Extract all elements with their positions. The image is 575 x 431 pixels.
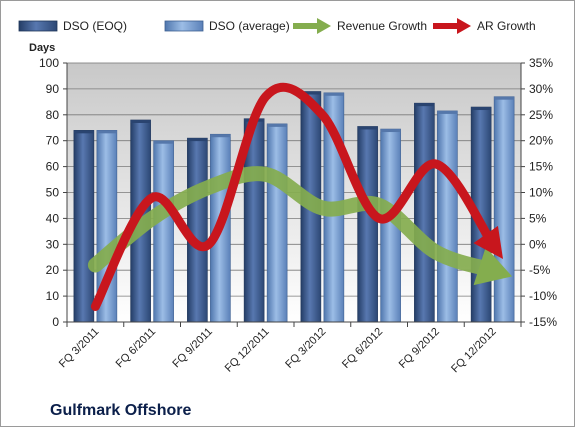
y-tick-label: 100 <box>39 56 59 70</box>
y2-tick-label: 15% <box>529 160 553 174</box>
y-tick-label: 60 <box>46 160 60 174</box>
x-tick-label: FQ 9/2011 <box>170 326 215 371</box>
company-label: Gulfmark Offshore <box>50 402 191 419</box>
bar-dso-eoq <box>73 130 95 323</box>
revenue-growth-arrowhead <box>473 247 513 286</box>
x-tick-label: FQ 3/2011 <box>57 326 102 371</box>
x-tick-label: FQ 3/2012 <box>283 326 328 371</box>
y2-tick-label: 25% <box>529 108 553 122</box>
x-tick-label: FQ 9/2012 <box>397 326 442 371</box>
bar-dso-eoq-top <box>130 119 151 123</box>
y2-tick-label: 5% <box>529 211 547 225</box>
bar-dso-eoq <box>357 126 378 323</box>
bar-dso-eoq <box>187 137 208 323</box>
bar-dso-average <box>266 123 288 323</box>
bar-dso-average-top <box>210 134 231 138</box>
x-tick-label: FQ 6/2011 <box>114 326 159 371</box>
bar-dso-average-top <box>437 110 458 114</box>
bar-dso-eoq-top <box>73 130 94 134</box>
y-tick-label: 10 <box>46 289 60 303</box>
legend-swatch <box>164 20 204 32</box>
bar-dso-average-top <box>267 123 288 127</box>
ar-growth-arrowhead <box>473 225 504 259</box>
bar-dso-average-top <box>153 140 174 144</box>
y-tick-label: 80 <box>46 108 60 122</box>
bar-dso-average <box>493 96 515 323</box>
y2-tick-label: -15% <box>529 315 557 329</box>
bar-dso-average-top <box>380 129 401 133</box>
revenue-growth-line <box>87 166 501 278</box>
y-tick-label: 20 <box>46 263 60 277</box>
ar-growth-line <box>90 82 498 311</box>
y-tick-label: 90 <box>46 82 60 96</box>
x-tick-label: FQ 12/2012 <box>449 326 499 376</box>
y2-tick-label: 0% <box>529 237 547 251</box>
legend-label: DSO (EOQ) <box>63 19 127 33</box>
bar-dso-average-top <box>96 130 117 134</box>
bar-dso-eoq <box>414 102 435 323</box>
legend-label: Revenue Growth <box>337 19 427 33</box>
bar-dso-average <box>437 110 458 323</box>
x-tick-label: FQ 12/2011 <box>223 326 272 375</box>
legend-swatch-arrowhead <box>317 18 331 34</box>
y-tick-label: 30 <box>46 237 60 251</box>
bar-dso-eoq-top <box>471 107 492 111</box>
y2-tick-label: 10% <box>529 186 553 200</box>
legend-swatch-arrowhead <box>457 18 471 34</box>
y-axis-label: Days <box>29 42 55 54</box>
y-tick-label: 40 <box>46 211 60 225</box>
y-tick-label: 70 <box>46 134 60 148</box>
y2-tick-label: 30% <box>529 82 553 96</box>
bar-dso-average <box>153 140 174 323</box>
bar-dso-eoq-top <box>300 91 321 95</box>
y-tick-label: 50 <box>46 186 60 200</box>
legend: DSO (EOQ) DSO (average) Revenue Growth AR G… <box>18 18 536 34</box>
bar-dso-eoq-top <box>357 126 378 130</box>
bar-dso-average-top <box>323 92 344 96</box>
y2-tick-label: -10% <box>529 289 557 303</box>
bar-dso-eoq-top <box>414 103 435 107</box>
legend-swatch <box>18 20 58 32</box>
legend-label: AR Growth <box>477 19 536 33</box>
y-tick-label: 0 <box>52 315 59 329</box>
y2-tick-label: 35% <box>529 56 553 70</box>
x-tick-label: FQ 6/2012 <box>340 326 385 371</box>
legend-label: DSO (average) <box>209 19 290 33</box>
growth-lines <box>87 82 513 311</box>
bar-dso-eoq-top <box>187 138 208 142</box>
y2-tick-label: 20% <box>529 134 553 148</box>
bar-dso-average-top <box>494 96 515 100</box>
y2-tick-label: -5% <box>529 263 551 277</box>
